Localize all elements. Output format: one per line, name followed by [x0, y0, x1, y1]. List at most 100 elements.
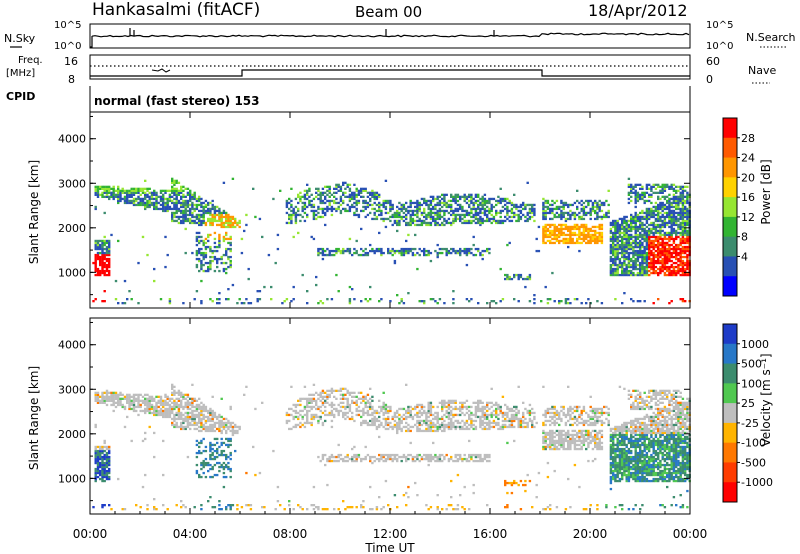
echo-cell [468, 300, 471, 303]
echo-cell [267, 253, 271, 257]
echo-cell [663, 187, 667, 190]
echo-cell [357, 391, 361, 394]
echo-cell [443, 199, 446, 203]
echo-cell [123, 197, 127, 201]
echo-cell [119, 199, 122, 203]
echo-cell [200, 279, 203, 283]
echo-cell [96, 269, 100, 273]
echo-cell [402, 494, 406, 497]
echo-cell [337, 508, 340, 511]
echo-cell [144, 201, 147, 205]
echo-cell [551, 233, 554, 237]
echo-cell [614, 223, 617, 227]
echo-cell [630, 265, 633, 269]
nave-tick-bottom: 0 [706, 73, 713, 86]
echo-cell [544, 201, 547, 205]
echo-cell [285, 411, 289, 415]
echo-cell [400, 459, 403, 463]
echo-cell [513, 273, 516, 277]
echo-cell [492, 217, 496, 221]
echo-cell [405, 504, 408, 507]
echo-cell [150, 203, 154, 207]
echo-cell [546, 302, 550, 305]
echo-cell [686, 213, 689, 217]
echo-cell [416, 453, 419, 457]
echo-cell [578, 215, 581, 219]
echo-cell [542, 197, 545, 201]
echo-cell [393, 457, 397, 461]
echo-cell [652, 191, 655, 194]
echo-cell [324, 453, 327, 457]
echo-cell [245, 298, 248, 301]
echo-cell [355, 453, 358, 457]
echo-cell [432, 195, 435, 198]
echo-cell [227, 217, 230, 221]
echo-cell [652, 211, 655, 215]
echo-cell [387, 211, 390, 215]
echo-cell [627, 261, 631, 265]
echo-cell [128, 193, 131, 196]
echo-cell [650, 227, 653, 231]
echo-cell [402, 205, 406, 209]
echo-cell [180, 195, 183, 198]
echo-cell [193, 409, 196, 413]
echo-cell [432, 207, 435, 211]
echo-cell [551, 209, 554, 213]
echo-cell [96, 189, 100, 192]
echo-cell [675, 273, 678, 277]
echo-cell [659, 205, 662, 209]
echo-cell [229, 215, 232, 219]
echo-cell [452, 221, 455, 225]
echo-cell [261, 235, 264, 239]
echo-cell [204, 457, 208, 461]
echo-cell [582, 207, 586, 211]
echo-cell [180, 219, 183, 223]
echo-cell [387, 455, 390, 459]
echo-cell [434, 217, 437, 221]
echo-cell [576, 233, 579, 237]
echo-cell [355, 403, 358, 407]
echo-cell [425, 215, 428, 219]
echo-cell [220, 453, 223, 457]
echo-cell [416, 411, 419, 415]
echo-cell [108, 245, 111, 249]
echo-cell [409, 221, 412, 225]
echo-cell [263, 285, 266, 289]
echo-cell [589, 302, 592, 305]
echo-cell [99, 261, 102, 265]
echo-cell [355, 195, 358, 198]
echo-cell [589, 229, 592, 233]
echo-cell [218, 213, 221, 217]
echo-cell [531, 203, 534, 207]
echo-cell [292, 508, 295, 511]
echo-cell [616, 237, 619, 241]
echo-cell [684, 227, 687, 231]
echo-cell [299, 421, 302, 425]
echo-cell [380, 409, 383, 413]
echo-cell [222, 441, 226, 445]
echo-cell [360, 459, 363, 463]
echo-cell [609, 237, 613, 241]
echo-cell [510, 209, 514, 213]
echo-cell [103, 461, 106, 465]
echo-cell [162, 401, 165, 404]
echo-cell [398, 223, 401, 227]
echo-cell [393, 455, 397, 459]
echo-cell [378, 249, 381, 253]
echo-cell [126, 201, 129, 205]
echo-cell [544, 217, 547, 221]
echo-cell [409, 219, 412, 223]
echo-cell [427, 203, 430, 207]
echo-cell [207, 415, 210, 419]
echo-cell [459, 219, 462, 223]
echo-cell [144, 411, 147, 415]
echo-cell [153, 205, 156, 209]
echo-cell [652, 271, 655, 275]
echo-cell [612, 251, 615, 255]
echo-cell [351, 195, 354, 198]
echo-cell [686, 245, 689, 249]
echo-cell [438, 195, 442, 198]
echo-cell [630, 213, 633, 217]
echo-cell [650, 187, 653, 190]
echo-cell [101, 241, 104, 245]
